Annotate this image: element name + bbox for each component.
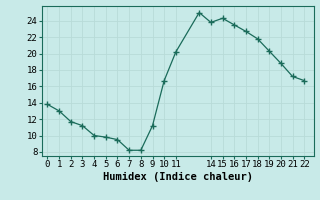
X-axis label: Humidex (Indice chaleur): Humidex (Indice chaleur) [103, 172, 252, 182]
